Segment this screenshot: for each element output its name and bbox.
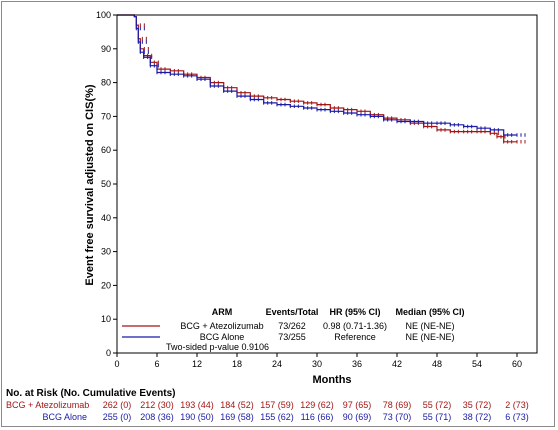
series-line-atezolizumab <box>117 14 517 143</box>
y-tick-label: 30 <box>101 247 111 257</box>
x-tick-label: 6 <box>154 359 159 369</box>
risk-cell: 78 (69) <box>383 400 412 410</box>
y-tick-label: 90 <box>101 44 111 54</box>
risk-cell: 35 (72) <box>463 400 492 410</box>
x-tick-label: 24 <box>272 359 282 369</box>
y-tick-label: 80 <box>101 78 111 88</box>
legend-hr-atezolizumab: 0.98 (0.71-1.36) <box>323 321 387 331</box>
risk-cell: 129 (62) <box>300 400 334 410</box>
risk-cell: 73 (70) <box>383 412 412 422</box>
x-tick-label: 36 <box>352 359 362 369</box>
x-tick-label: 0 <box>114 359 119 369</box>
risk-cell: 90 (69) <box>343 412 372 422</box>
risk-cell: 55 (72) <box>423 400 452 410</box>
risk-cell: 155 (62) <box>260 412 294 422</box>
x-tick-label: 12 <box>192 359 202 369</box>
legend: ARM Events/Total HR (95% CI) Median (95%… <box>122 307 465 352</box>
x-tick-label: 30 <box>312 359 322 369</box>
legend-header-arm: ARM <box>212 307 233 317</box>
x-tick-label: 18 <box>232 359 242 369</box>
risk-cell: 38 (72) <box>463 412 492 422</box>
risk-row-label-bcg-alone: BCG Alone <box>42 412 87 422</box>
y-tick-label: 40 <box>101 213 111 223</box>
y-tick-label: 0 <box>106 348 111 358</box>
risk-cell: 157 (59) <box>260 400 294 410</box>
risk-cell: 6 (73) <box>505 412 529 422</box>
x-tick-label: 48 <box>432 359 442 369</box>
risk-cell: 190 (50) <box>180 412 214 422</box>
risk-cell: 262 (0) <box>103 400 132 410</box>
legend-events-bcg-alone: 73/255 <box>278 332 306 342</box>
legend-hr-bcg-alone: Reference <box>334 332 376 342</box>
x-tick-label: 42 <box>392 359 402 369</box>
risk-cell: 97 (65) <box>343 400 372 410</box>
risk-cell: 255 (0) <box>103 412 132 422</box>
y-tick-label: 60 <box>101 145 111 155</box>
risk-cell: 116 (66) <box>301 412 334 422</box>
y-tick-label: 10 <box>101 314 111 324</box>
y-tick-label: 50 <box>101 179 111 189</box>
legend-arm-atezolizumab: BCG + Atezolizumab <box>180 321 263 331</box>
series-line-bcg-alone <box>117 14 517 136</box>
legend-header-median: Median (95% CI) <box>395 307 464 317</box>
risk-table-title: No. at Risk (No. Cumulative Events) <box>6 388 175 399</box>
y-tick-label: 100 <box>96 10 111 20</box>
risk-table: No. at Risk (No. Cumulative Events) BCG … <box>6 388 529 422</box>
risk-row-label-atezolizumab: BCG + Atezolizumab <box>6 400 89 410</box>
x-tick-label: 60 <box>512 359 522 369</box>
x-tick-label: 54 <box>472 359 482 369</box>
y-tick-label: 20 <box>101 280 111 290</box>
y-tick-label: 70 <box>101 111 111 121</box>
x-axis-label: Months <box>312 374 351 386</box>
risk-cell: 2 (73) <box>505 400 529 410</box>
legend-median-atezolizumab: NE (NE-NE) <box>406 321 455 331</box>
risk-cell: 169 (58) <box>220 412 254 422</box>
risk-cell: 212 (30) <box>140 400 174 410</box>
risk-cell: 55 (71) <box>423 412 452 422</box>
legend-header-hr: HR (95% CI) <box>329 307 380 317</box>
legend-pvalue: Two-sided p-value 0.9106 <box>166 342 269 352</box>
plot-area <box>116 14 538 354</box>
legend-arm-bcg-alone: BCG Alone <box>200 332 245 342</box>
risk-cell: 208 (36) <box>140 412 174 422</box>
risk-cell: 184 (52) <box>220 400 254 410</box>
legend-header-events: Events/Total <box>266 307 319 317</box>
legend-events-atezolizumab: 73/262 <box>278 321 306 331</box>
risk-cell: 193 (44) <box>180 400 214 410</box>
y-axis-label: Event free survival adjusted on CIS(%) <box>84 84 96 285</box>
legend-median-bcg-alone: NE (NE-NE) <box>406 332 455 342</box>
